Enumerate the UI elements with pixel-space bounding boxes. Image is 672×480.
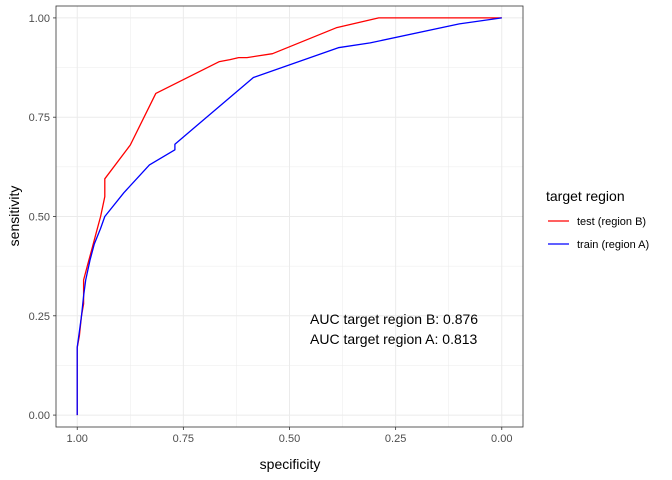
auc-annotation-a: AUC target region A: 0.813 xyxy=(310,331,478,347)
x-tick-label-4: 0.00 xyxy=(491,433,512,445)
y-tick-label-0: 0.00 xyxy=(29,410,50,422)
x-axis-title: specificity xyxy=(260,456,321,472)
legend-title: target region xyxy=(546,188,625,204)
y-tick-label-4: 1.00 xyxy=(29,13,50,25)
legend: target region test (region B) train (reg… xyxy=(546,188,649,251)
y-axis-title: sensitivity xyxy=(6,186,22,247)
x-axis-ticks: 1.00 0.75 0.50 0.25 0.00 xyxy=(67,427,512,445)
y-tick-label-3: 0.75 xyxy=(29,112,50,124)
legend-label-test: test (region B) xyxy=(577,216,646,228)
roc-curve-train xyxy=(76,17,502,416)
series-layer xyxy=(76,17,502,416)
y-tick-label-1: 0.25 xyxy=(29,311,50,323)
x-tick-label-0: 1.00 xyxy=(67,433,88,445)
auc-annotation-b: AUC target region B: 0.876 xyxy=(310,311,478,327)
y-axis-ticks: 0.00 0.25 0.50 0.75 1.00 xyxy=(29,13,56,422)
x-tick-label-2: 0.50 xyxy=(279,433,300,445)
x-tick-label-3: 0.25 xyxy=(385,433,406,445)
y-tick-label-2: 0.50 xyxy=(29,212,50,224)
roc-curve-test xyxy=(76,17,502,416)
x-tick-label-1: 0.75 xyxy=(173,433,194,445)
legend-label-train: train (region A) xyxy=(577,239,649,251)
grid-major xyxy=(56,6,523,427)
